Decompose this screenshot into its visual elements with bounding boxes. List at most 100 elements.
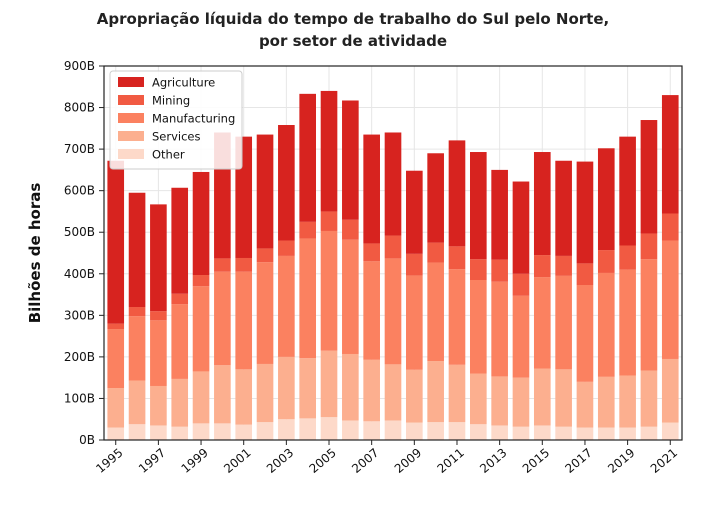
y-tick-label-400: 400B <box>64 267 95 281</box>
bar-agriculture-2004 <box>299 93 317 222</box>
bar-agriculture-2010 <box>427 153 444 243</box>
bar-other-2015 <box>533 425 551 440</box>
bar-manufacturing-2012 <box>469 280 487 374</box>
bar-manufacturing-1998 <box>171 304 189 379</box>
bar-mining-2008 <box>384 235 402 259</box>
bar-mining-2001 <box>235 257 253 272</box>
bar-manufacturing-2003 <box>278 255 295 357</box>
bar-other-2009 <box>406 422 423 440</box>
bar-other-2002 <box>256 422 274 440</box>
bar-mining-2014 <box>512 273 530 296</box>
bar-services-2016 <box>555 369 572 427</box>
bar-mining-2016 <box>555 255 572 276</box>
legend-label-manufacturing: Manufacturing <box>152 112 235 126</box>
bar-manufacturing-2020 <box>640 259 658 371</box>
bar-agriculture-2006 <box>342 100 359 220</box>
bar-agriculture-2018 <box>597 148 615 251</box>
bar-mining-2015 <box>533 255 551 278</box>
bar-other-1999 <box>192 423 210 440</box>
bar-mining-1996 <box>128 307 146 317</box>
x-tick-label-2007: 2007 <box>349 446 381 476</box>
bar-manufacturing-2008 <box>384 258 402 365</box>
bar-services-2001 <box>235 369 253 425</box>
bar-agriculture-2011 <box>448 140 466 247</box>
x-tick-label-2015: 2015 <box>520 446 552 476</box>
bar-other-2008 <box>384 420 402 440</box>
bar-agriculture-1997 <box>150 204 167 312</box>
bar-other-2003 <box>278 419 295 440</box>
bar-manufacturing-2019 <box>619 269 636 376</box>
bar-mining-2002 <box>256 248 274 263</box>
bar-manufacturing-2000 <box>214 271 231 366</box>
bar-services-1995 <box>107 388 125 428</box>
legend-swatch-services <box>118 131 144 141</box>
bar-manufacturing-2016 <box>555 275 572 370</box>
bar-services-2010 <box>427 361 444 423</box>
bar-agriculture-1995 <box>107 160 125 324</box>
y-axis-label: Bilhões de horas <box>26 183 44 324</box>
bar-other-2020 <box>640 426 658 440</box>
bar-services-2005 <box>320 350 338 418</box>
y-tick-label-300: 300B <box>64 308 95 322</box>
bar-manufacturing-1995 <box>107 329 125 389</box>
bar-mining-2007 <box>363 243 380 262</box>
bar-manufacturing-2011 <box>448 269 466 365</box>
bar-other-1998 <box>171 426 189 440</box>
bar-agriculture-2013 <box>491 169 508 260</box>
bar-other-2007 <box>363 421 380 440</box>
bar-agriculture-2016 <box>555 160 572 256</box>
bar-other-1996 <box>128 424 146 440</box>
bar-mining-2000 <box>214 258 231 272</box>
bar-agriculture-2003 <box>278 125 295 241</box>
bar-mining-2010 <box>427 242 444 263</box>
bar-manufacturing-2021 <box>661 240 679 359</box>
bar-services-2019 <box>619 375 636 428</box>
legend-swatch-agriculture <box>118 77 144 87</box>
bar-mining-1998 <box>171 293 189 305</box>
bar-agriculture-2015 <box>533 152 551 256</box>
bar-services-1999 <box>192 371 210 424</box>
bar-agriculture-2017 <box>576 161 594 264</box>
bar-agriculture-2012 <box>469 152 487 260</box>
y-tick-label-0: 0B <box>79 433 95 447</box>
chart-title-line-1: Apropriação líquida do tempo de trabalho… <box>96 10 610 28</box>
y-tick-label-800: 800B <box>64 101 95 115</box>
bar-agriculture-2009 <box>406 170 423 254</box>
bar-other-2016 <box>555 426 572 440</box>
bar-services-2012 <box>469 373 487 425</box>
bar-services-2013 <box>491 376 508 426</box>
bar-mining-2012 <box>469 259 487 281</box>
bar-services-2014 <box>512 377 530 427</box>
bar-services-2007 <box>363 359 380 422</box>
bar-other-2021 <box>661 422 679 440</box>
bar-services-2006 <box>342 353 359 421</box>
bar-services-2011 <box>448 364 466 423</box>
bar-mining-1997 <box>150 311 167 321</box>
bar-agriculture-2019 <box>619 136 636 246</box>
bar-other-2010 <box>427 422 444 440</box>
x-tick-label-2011: 2011 <box>435 446 467 476</box>
bar-services-2021 <box>661 358 679 423</box>
bar-mining-2020 <box>640 233 658 260</box>
bar-other-2004 <box>299 418 317 440</box>
bar-manufacturing-2014 <box>512 295 530 378</box>
legend: Agriculture Mining Manufacturing Services Ot… <box>109 70 243 170</box>
y-tick-label-900: 900B <box>64 59 95 73</box>
bar-manufacturing-2007 <box>363 261 380 360</box>
bar-manufacturing-1999 <box>192 286 210 372</box>
bar-other-2012 <box>469 424 487 440</box>
bar-manufacturing-2006 <box>342 239 359 354</box>
bar-manufacturing-2013 <box>491 281 508 377</box>
bar-services-2017 <box>576 381 594 428</box>
x-tick-label-2001: 2001 <box>221 446 253 476</box>
bar-services-1998 <box>171 378 189 427</box>
bar-manufacturing-2015 <box>533 277 551 369</box>
legend-swatch-mining <box>118 95 144 105</box>
bar-agriculture-2007 <box>363 134 380 244</box>
bar-mining-2017 <box>576 263 594 285</box>
x-tick-label-2017: 2017 <box>562 446 594 476</box>
bar-mining-2005 <box>320 211 338 231</box>
bar-mining-2011 <box>448 246 466 270</box>
x-tick-label-2003: 2003 <box>264 446 296 476</box>
